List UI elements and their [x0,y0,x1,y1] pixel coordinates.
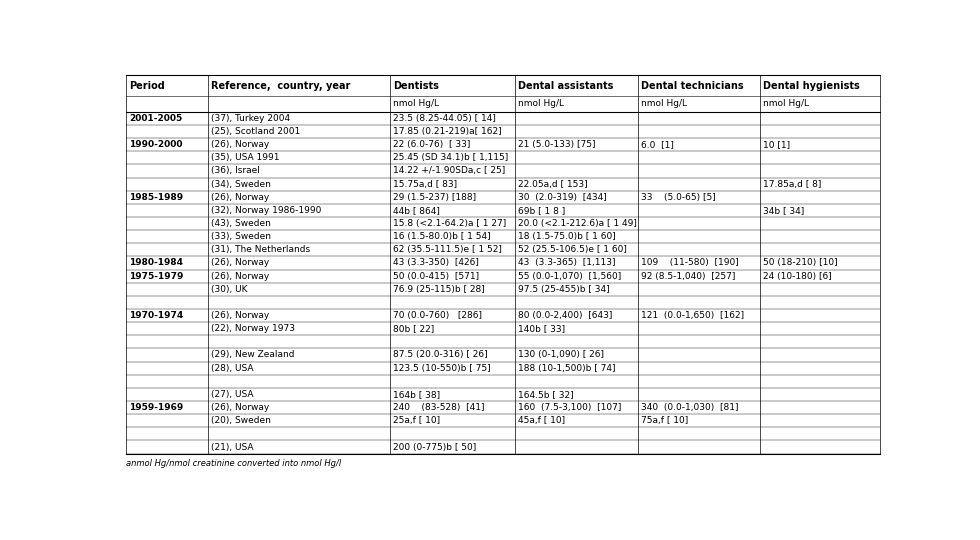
Text: 1975-1979: 1975-1979 [129,272,183,281]
Text: 92 (8.5-1,040)  [257]: 92 (8.5-1,040) [257] [641,272,735,281]
Text: Reference,  country, year: Reference, country, year [211,80,350,91]
Text: (26), Norway: (26), Norway [211,193,270,202]
Text: (26), Norway: (26), Norway [211,140,270,149]
Text: (30), UK: (30), UK [211,285,247,294]
Text: 70 (0.0-760)   [286]: 70 (0.0-760) [286] [393,311,482,320]
Text: 69b [ 1 8 ]: 69b [ 1 8 ] [517,206,565,215]
Text: (43), Sweden: (43), Sweden [211,219,270,228]
Text: (26), Norway: (26), Norway [211,259,270,267]
Text: nmol Hg/L: nmol Hg/L [393,99,439,109]
Text: 123.5 (10-550)b [ 75]: 123.5 (10-550)b [ 75] [393,363,491,373]
Text: Dentists: Dentists [393,80,439,91]
Text: Period: Period [129,80,165,91]
Text: 1970-1974: 1970-1974 [129,311,183,320]
Text: 55 (0.0-1,070)  [1,560]: 55 (0.0-1,070) [1,560] [517,272,621,281]
Text: 45a,f [ 10]: 45a,f [ 10] [517,416,564,425]
Text: 20.0 (<2.1-212.6)a [ 1 49]: 20.0 (<2.1-212.6)a [ 1 49] [517,219,637,228]
Text: 87.5 (20.0-316) [ 26]: 87.5 (20.0-316) [ 26] [393,350,488,360]
Text: 76.9 (25-115)b [ 28]: 76.9 (25-115)b [ 28] [393,285,485,294]
Text: Dental assistants: Dental assistants [517,80,613,91]
Text: anmol Hg/nmol creatinine converted into nmol Hg/l: anmol Hg/nmol creatinine converted into … [126,458,342,468]
Text: 97.5 (25-455)b [ 34]: 97.5 (25-455)b [ 34] [517,285,610,294]
Text: 25.45 (SD 34.1)b [ 1,115]: 25.45 (SD 34.1)b [ 1,115] [393,153,509,163]
Text: (35), USA 1991: (35), USA 1991 [211,153,279,163]
Text: (26), Norway: (26), Norway [211,403,270,412]
Text: 18 (1.5-75.0)b [ 1 60]: 18 (1.5-75.0)b [ 1 60] [517,232,615,241]
Text: (27), USA: (27), USA [211,390,253,399]
Text: 15.8 (<2.1-64.2)a [ 1 27]: 15.8 (<2.1-64.2)a [ 1 27] [393,219,507,228]
Text: 80b [ 22]: 80b [ 22] [393,324,434,333]
Text: 22 (6.0-76)  [ 33]: 22 (6.0-76) [ 33] [393,140,470,149]
Text: 44b [ 864]: 44b [ 864] [393,206,440,215]
Text: 33    (5.0-65) [5]: 33 (5.0-65) [5] [641,193,715,202]
Text: 1985-1989: 1985-1989 [129,193,183,202]
Text: 14.22 +/-1.90SDa,c [ 25]: 14.22 +/-1.90SDa,c [ 25] [393,166,506,176]
Text: 1990-2000: 1990-2000 [129,140,183,149]
Text: (33), Sweden: (33), Sweden [211,232,270,241]
Text: (28), USA: (28), USA [211,363,253,373]
Text: 80 (0.0-2,400)  [643]: 80 (0.0-2,400) [643] [517,311,612,320]
Text: 1980-1984: 1980-1984 [129,259,183,267]
Text: (20), Sweden: (20), Sweden [211,416,270,425]
Text: 23.5 (8.25-44.05) [ 14]: 23.5 (8.25-44.05) [ 14] [393,114,496,123]
Text: (22), Norway 1973: (22), Norway 1973 [211,324,295,333]
Text: nmol Hg/L: nmol Hg/L [762,99,808,109]
Text: 50 (18-210) [10]: 50 (18-210) [10] [762,259,838,267]
Text: 340  (0.0-1,030)  [81]: 340 (0.0-1,030) [81] [641,403,738,412]
Text: Dental technicians: Dental technicians [641,80,743,91]
Text: 24 (10-180) [6]: 24 (10-180) [6] [762,272,832,281]
Text: 62 (35.5-111.5)e [ 1 52]: 62 (35.5-111.5)e [ 1 52] [393,245,502,254]
Text: 130 (0-1,090) [ 26]: 130 (0-1,090) [ 26] [517,350,604,360]
Text: 121  (0.0-1,650)  [162]: 121 (0.0-1,650) [162] [641,311,744,320]
Text: (37), Turkey 2004: (37), Turkey 2004 [211,114,290,123]
Text: 2001-2005: 2001-2005 [129,114,182,123]
Text: (32), Norway 1986-1990: (32), Norway 1986-1990 [211,206,321,215]
Text: 29 (1.5-237) [188]: 29 (1.5-237) [188] [393,193,476,202]
Text: 1959-1969: 1959-1969 [129,403,183,412]
Text: 43 (3.3-350)  [426]: 43 (3.3-350) [426] [393,259,479,267]
Text: 52 (25.5-106.5)e [ 1 60]: 52 (25.5-106.5)e [ 1 60] [517,245,626,254]
Text: Dental hygienists: Dental hygienists [762,80,859,91]
Text: 34b [ 34]: 34b [ 34] [762,206,805,215]
Text: 30  (2.0-319)  [434]: 30 (2.0-319) [434] [517,193,607,202]
Text: 200 (0-775)b [ 50]: 200 (0-775)b [ 50] [393,442,476,451]
Text: 43  (3.3-365)  [1,113]: 43 (3.3-365) [1,113] [517,259,615,267]
Text: 160  (7.5-3,100)  [107]: 160 (7.5-3,100) [107] [517,403,621,412]
Text: 10 [1]: 10 [1] [762,140,790,149]
Text: 25a,f [ 10]: 25a,f [ 10] [393,416,440,425]
Text: 140b [ 33]: 140b [ 33] [517,324,564,333]
Text: 22.05a,d [ 153]: 22.05a,d [ 153] [517,180,587,188]
Text: nmol Hg/L: nmol Hg/L [517,99,564,109]
Text: 109    (11-580)  [190]: 109 (11-580) [190] [641,259,738,267]
Text: 15.75a,d [ 83]: 15.75a,d [ 83] [393,180,458,188]
Text: 17.85a,d [ 8]: 17.85a,d [ 8] [762,180,821,188]
Text: (31), The Netherlands: (31), The Netherlands [211,245,310,254]
Text: 16 (1.5-80.0)b [ 1 54]: 16 (1.5-80.0)b [ 1 54] [393,232,491,241]
Text: 21 (5.0-133) [75]: 21 (5.0-133) [75] [517,140,595,149]
Text: (25), Scotland 2001: (25), Scotland 2001 [211,127,300,136]
Text: nmol Hg/L: nmol Hg/L [641,99,687,109]
Text: 6.0  [1]: 6.0 [1] [641,140,673,149]
Text: (26), Norway: (26), Norway [211,311,270,320]
Text: 75a,f [ 10]: 75a,f [ 10] [641,416,688,425]
Text: 50 (0.0-415)  [571]: 50 (0.0-415) [571] [393,272,479,281]
Text: (26), Norway: (26), Norway [211,272,270,281]
Text: (36), Israel: (36), Israel [211,166,260,176]
Text: 17.85 (0.21-219)a[ 162]: 17.85 (0.21-219)a[ 162] [393,127,502,136]
Text: 164b [ 38]: 164b [ 38] [393,390,440,399]
Text: (29), New Zealand: (29), New Zealand [211,350,294,360]
Text: (34), Sweden: (34), Sweden [211,180,270,188]
Text: 240    (83-528)  [41]: 240 (83-528) [41] [393,403,485,412]
Text: 164.5b [ 32]: 164.5b [ 32] [517,390,573,399]
Text: 188 (10-1,500)b [ 74]: 188 (10-1,500)b [ 74] [517,363,615,373]
Text: (21), USA: (21), USA [211,442,253,451]
